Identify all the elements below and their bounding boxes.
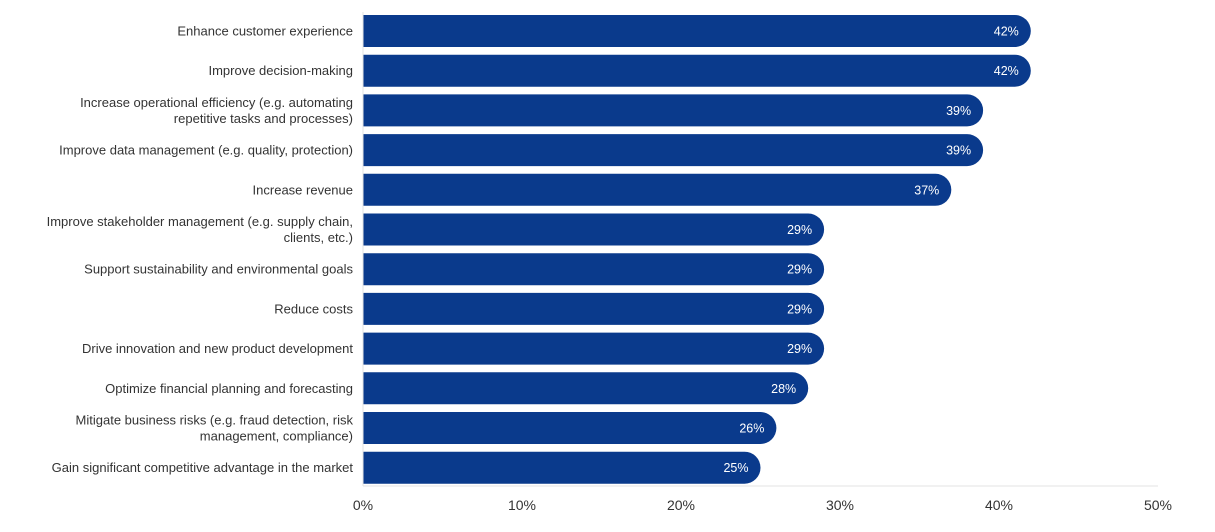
x-tick-label: 30% — [826, 497, 854, 513]
category-label: Mitigate business risks (e.g. fraud dete… — [76, 413, 354, 444]
bar-value-label: 42% — [994, 64, 1019, 78]
bar — [363, 372, 809, 405]
category-label-line: management, compliance) — [200, 429, 353, 444]
x-tick-label: 50% — [1144, 497, 1172, 513]
category-label: Improve decision-making — [208, 63, 353, 78]
category-label: Improve stakeholder management (e.g. sup… — [47, 214, 353, 245]
category-label-line: Drive innovation and new product develop… — [82, 341, 353, 356]
bar — [363, 332, 825, 365]
bar-value-label: 25% — [723, 461, 748, 475]
category-label: Gain significant competitive advantage i… — [52, 460, 354, 475]
bar-value-label: 37% — [914, 183, 939, 197]
bar — [363, 15, 1031, 47]
bar-value-label: 29% — [787, 223, 812, 237]
bar-value-label: 39% — [946, 104, 971, 118]
bar-value-label: 29% — [787, 342, 812, 356]
bar — [363, 292, 825, 325]
category-label-line: Increase revenue — [253, 182, 353, 197]
bar-value-label: 29% — [787, 263, 812, 277]
category-label-line: repetitive tasks and processes) — [174, 111, 353, 126]
bar-value-label: 42% — [994, 25, 1019, 39]
x-tick-label: 20% — [667, 497, 695, 513]
category-label-line: Support sustainability and environmental… — [84, 262, 353, 277]
category-label-line: Improve stakeholder management (e.g. sup… — [47, 214, 353, 229]
x-tick-label: 0% — [353, 497, 373, 513]
bar — [363, 253, 825, 286]
category-label-line: Increase operational efficiency (e.g. au… — [80, 95, 353, 110]
category-label: Improve data management (e.g. quality, p… — [59, 143, 353, 158]
category-label: Support sustainability and environmental… — [84, 262, 353, 277]
category-label-line: Gain significant competitive advantage i… — [52, 460, 354, 475]
bar-value-label: 29% — [787, 302, 812, 316]
category-label: Increase revenue — [253, 182, 353, 197]
bar — [363, 94, 984, 127]
category-label-line: Optimize financial planning and forecast… — [105, 381, 353, 396]
category-label-line: Improve decision-making — [208, 63, 353, 78]
category-label-line: Enhance customer experience — [177, 24, 353, 39]
x-axis: 0% 10% 20% 30% 40% 50% — [353, 12, 1172, 513]
bar — [363, 213, 825, 246]
category-label-line: Mitigate business risks (e.g. fraud dete… — [76, 413, 354, 428]
bar-value-label: 28% — [771, 382, 796, 396]
category-label-line: clients, etc.) — [284, 230, 353, 245]
x-tick-label: 10% — [508, 497, 536, 513]
bar — [363, 412, 777, 444]
x-tick-label: 40% — [985, 497, 1013, 513]
category-label-line: Reduce costs — [274, 301, 353, 316]
category-labels: Enhance customer experience Improve decis… — [47, 24, 354, 476]
category-label-line: Improve data management (e.g. quality, p… — [59, 143, 353, 158]
category-label: Increase operational efficiency (e.g. au… — [80, 95, 353, 126]
bar-value-label: 26% — [739, 422, 764, 436]
bar — [363, 134, 984, 167]
category-label: Drive innovation and new product develop… — [82, 341, 353, 356]
category-label: Reduce costs — [274, 301, 353, 316]
bar-value-label: 39% — [946, 144, 971, 158]
bar — [363, 451, 761, 484]
bars: 42% 42% 39% 39% 37% 29% 29% 29% 29% 28% 26% 25% — [363, 15, 1031, 484]
bar — [363, 54, 1031, 87]
category-label: Enhance customer experience — [177, 24, 353, 39]
category-label: Optimize financial planning and forecast… — [105, 381, 353, 396]
bar — [363, 173, 952, 206]
